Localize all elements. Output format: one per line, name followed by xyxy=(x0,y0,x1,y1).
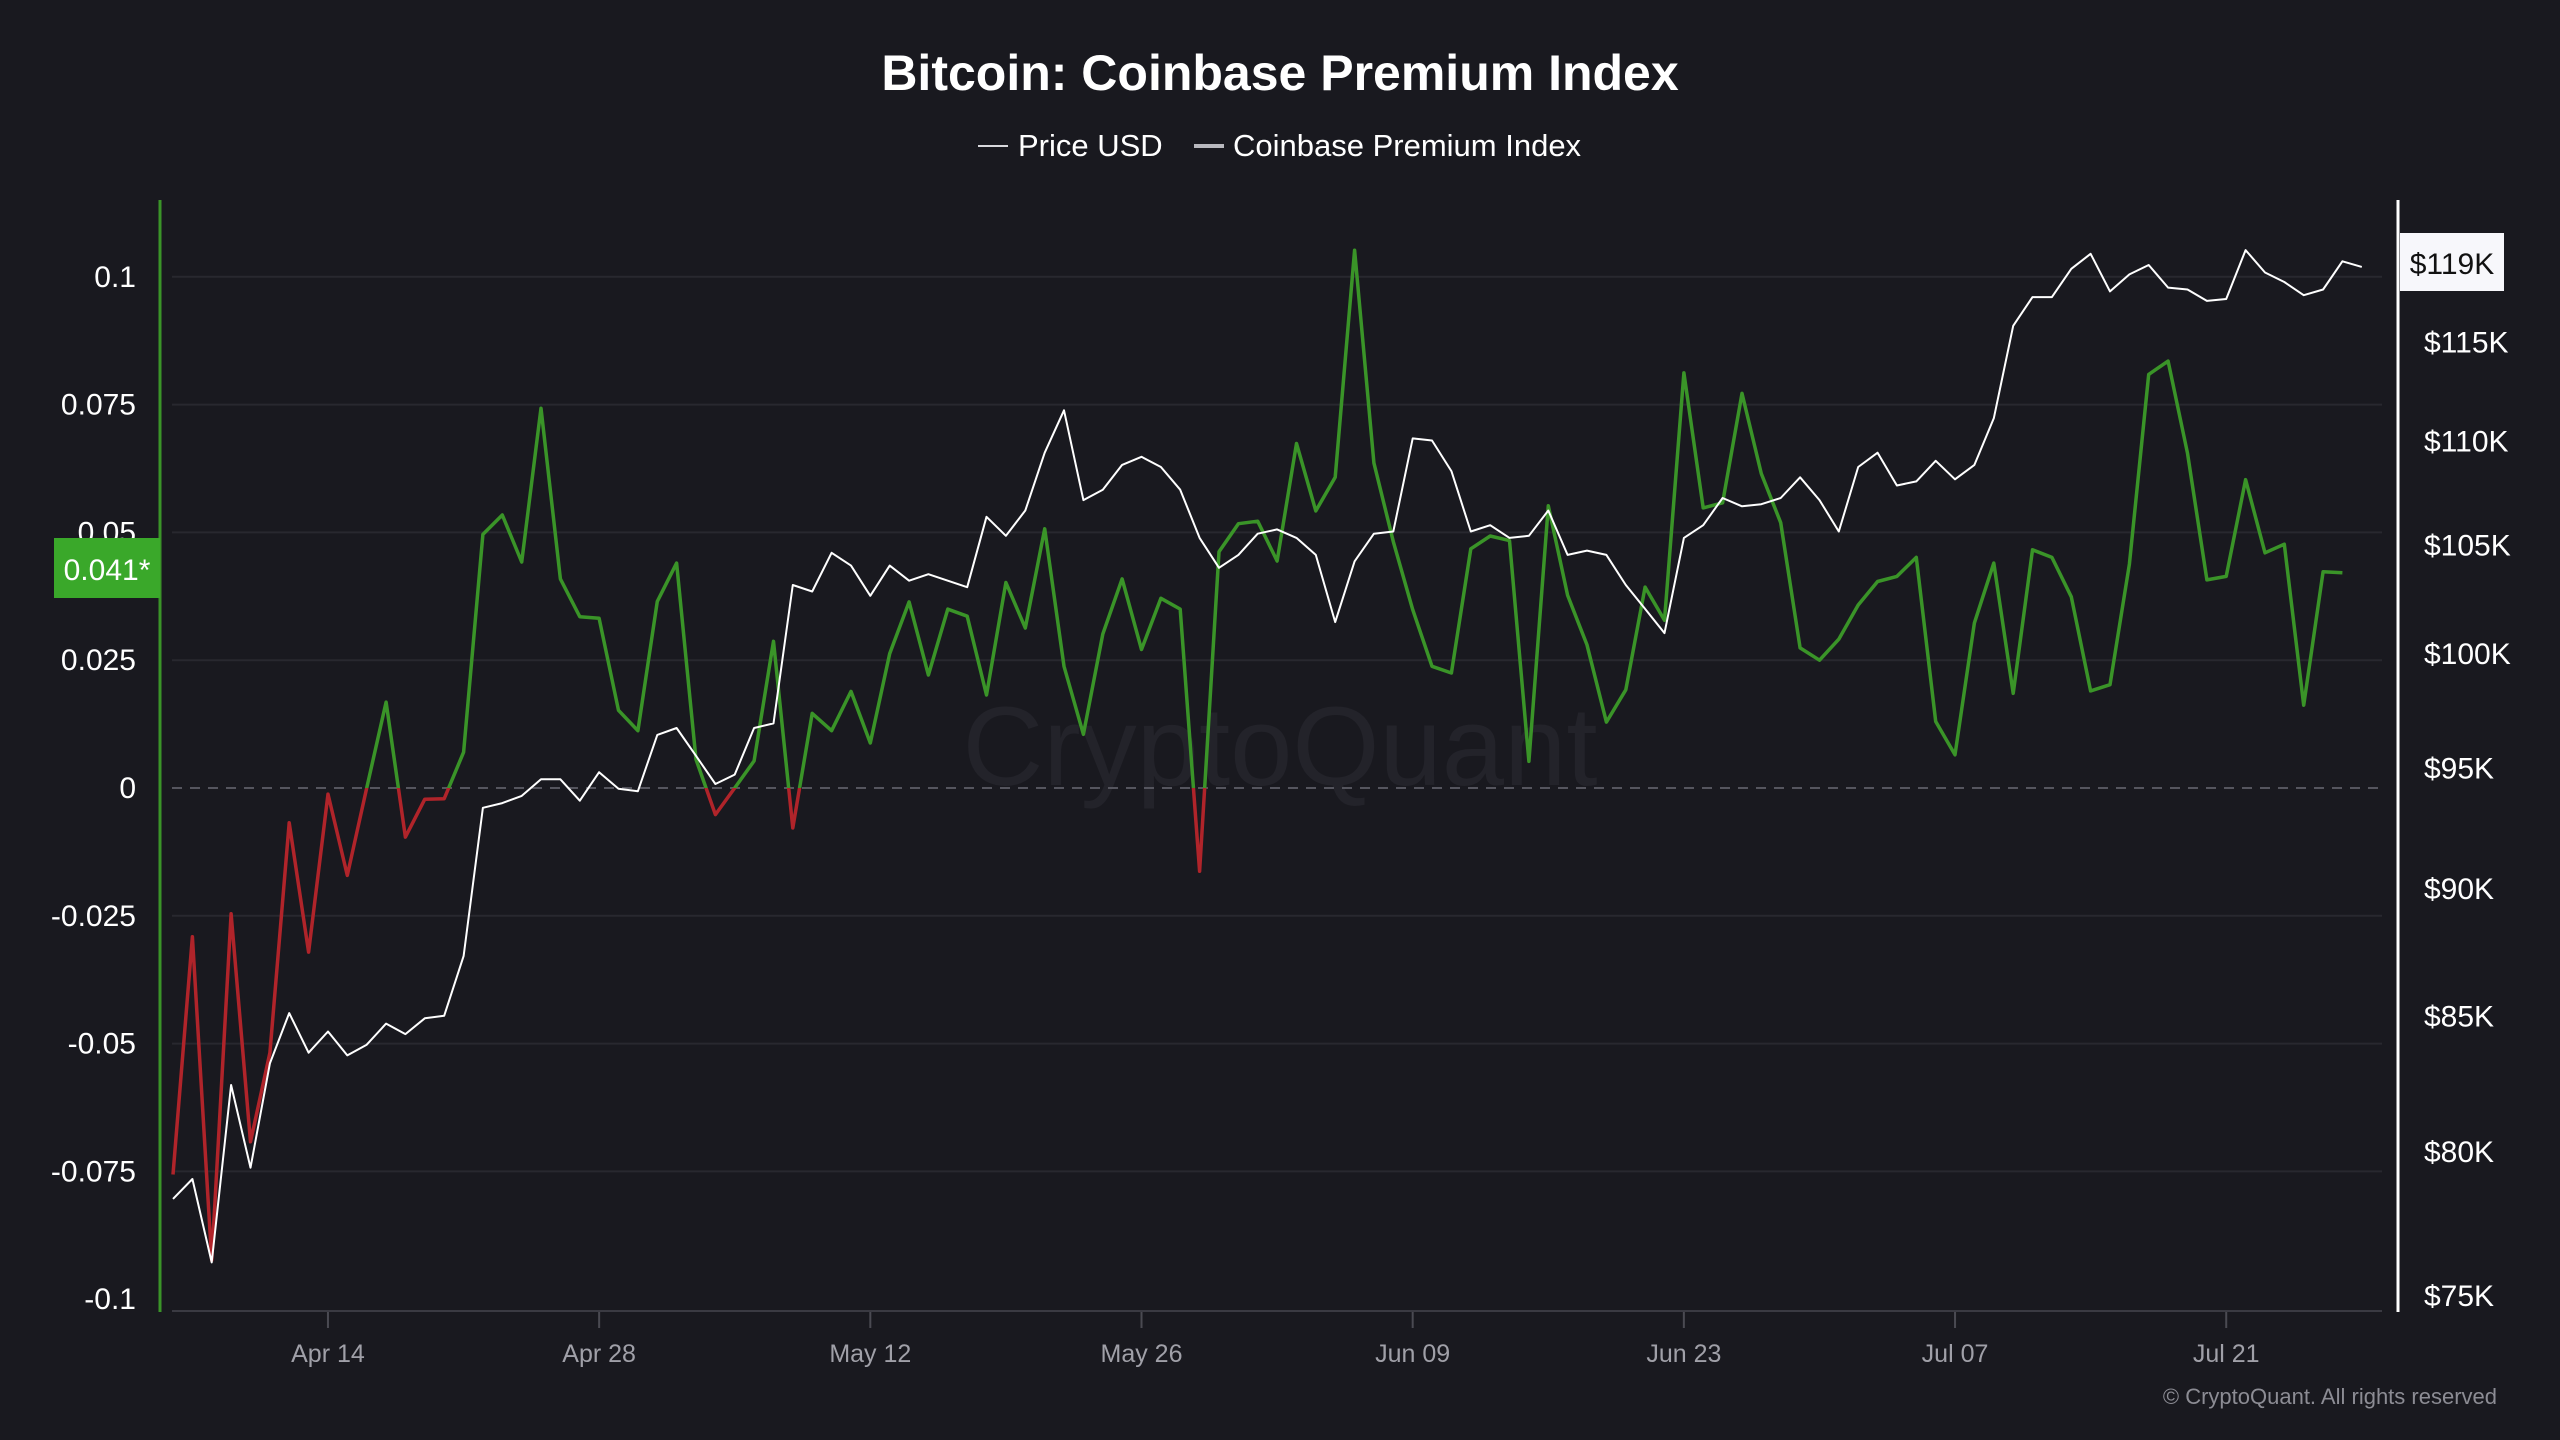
left-tick-label: -0.1 xyxy=(84,1283,136,1316)
price-badge-value: $119K xyxy=(2410,248,2495,281)
x-tick-label: Apr 14 xyxy=(291,1340,365,1368)
x-axis-ticks: Apr 14 Apr 28 May 12 May 26 Jun 09 Jun 23 Jul … xyxy=(291,1311,2260,1368)
x-tick-label: May 26 xyxy=(1101,1340,1183,1368)
x-tick-label: Apr 28 xyxy=(562,1340,636,1368)
x-tick-label: Jul 07 xyxy=(1922,1340,1989,1368)
right-tick-label: $75K xyxy=(2424,1280,2494,1313)
x-tick-label: May 12 xyxy=(829,1340,911,1368)
x-tick-label: Jun 09 xyxy=(1375,1340,1450,1368)
right-tick-label: $95K xyxy=(2424,753,2494,786)
left-tick-label: -0.075 xyxy=(51,1155,136,1188)
premium-badge-bg xyxy=(54,538,160,598)
right-tick-label: $90K xyxy=(2424,873,2494,906)
price-current-badge: $119K xyxy=(2400,233,2504,291)
left-tick-label: 0.075 xyxy=(61,389,136,422)
legend-premium-label: Coinbase Premium Index xyxy=(1233,128,1582,163)
series-layer xyxy=(171,248,2363,1264)
copyright-footer: © CryptoQuant. All rights reserved xyxy=(2163,1384,2497,1409)
right-tick-label: $85K xyxy=(2424,1001,2494,1034)
x-tick-label: Jun 23 xyxy=(1646,1340,1721,1368)
left-tick-label: 0.025 xyxy=(61,644,136,677)
right-axis-ticks: $115K $110K $105K $100K $95K $90K $85K $80K $75K xyxy=(2424,326,2511,1313)
left-tick-label: 0.1 xyxy=(94,261,136,294)
left-tick-label: 0 xyxy=(119,772,136,805)
chart-title: Bitcoin: Coinbase Premium Index xyxy=(881,45,1679,101)
premium-line-positive xyxy=(364,248,2343,788)
premium-current-badge: 0.041* xyxy=(54,538,160,598)
left-tick-label: -0.025 xyxy=(51,900,136,933)
premium-badge-value: 0.041* xyxy=(64,554,151,587)
x-tick-label: Jul 21 xyxy=(2193,1340,2260,1368)
left-tick-label: -0.05 xyxy=(68,1028,136,1061)
legend: Price USD Coinbase Premium Index xyxy=(978,128,1582,163)
price-line xyxy=(172,249,2363,1264)
gridlines xyxy=(172,275,2382,1173)
watermark: CryptoQuant xyxy=(963,684,1598,809)
legend-item-price[interactable]: Price USD xyxy=(978,128,1163,163)
right-tick-label: $80K xyxy=(2424,1136,2494,1169)
right-tick-label: $110K xyxy=(2424,425,2509,458)
price-badge-bg xyxy=(2400,233,2504,291)
legend-price-label: Price USD xyxy=(1018,128,1163,163)
right-tick-label: $105K xyxy=(2424,529,2511,562)
legend-item-premium[interactable]: Coinbase Premium Index xyxy=(1194,128,1582,163)
right-tick-label: $115K xyxy=(2424,326,2509,359)
right-tick-label: $100K xyxy=(2424,638,2511,671)
